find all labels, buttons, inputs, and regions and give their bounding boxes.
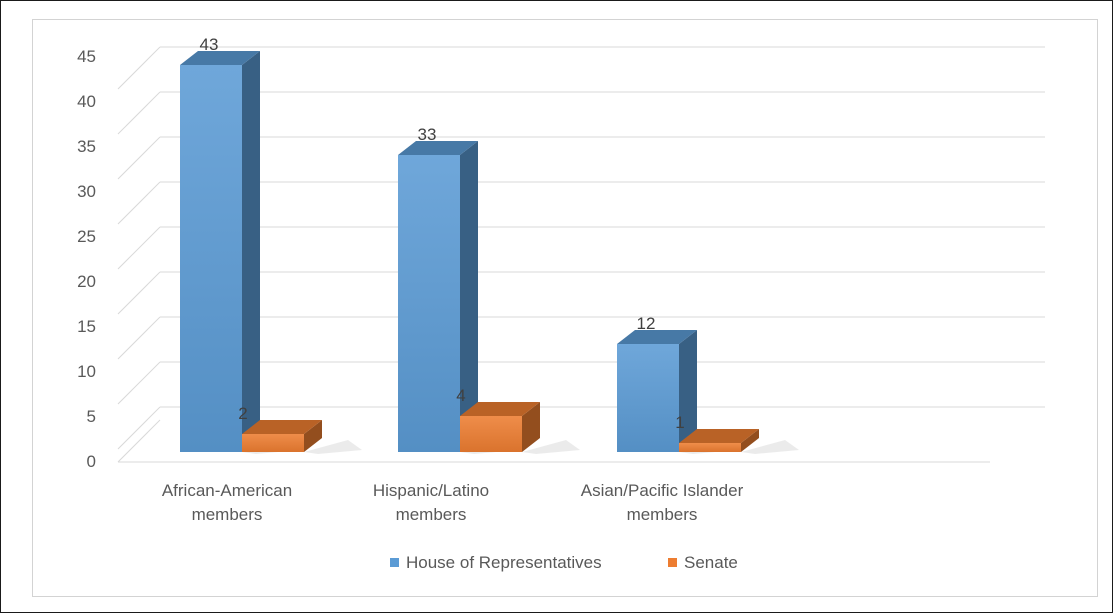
y-tick-label: 0 [87,452,96,471]
bar-front [180,65,242,452]
gridline-diagonal [117,316,161,360]
gridline-diagonal [117,181,161,225]
bar-shadow [522,440,580,454]
category-label: African-American [162,481,292,500]
bar-front [617,344,679,452]
bar-top [180,51,260,65]
bar-side [242,51,260,452]
y-tick-label: 5 [87,407,96,426]
legend-swatch [390,558,399,567]
data-label: 2 [238,404,247,423]
gridline-diagonal [117,136,161,180]
gridline-diagonal [117,226,161,270]
gridline-diagonal [117,361,161,405]
category-label: members [627,505,698,524]
data-label: 12 [637,314,656,333]
y-tick-label: 20 [77,272,96,291]
bar-side [679,330,697,452]
y-tick-label: 10 [77,362,96,381]
y-tick-label: 35 [77,137,96,156]
category-label: Asian/Pacific Islander [581,481,744,500]
bar-top [617,330,697,344]
bar-top [679,429,759,443]
bar-side [304,420,322,452]
bar-side [460,141,478,452]
gridline-diagonal [117,406,161,450]
bar-side [522,402,540,452]
legend-label: Senate [684,553,738,572]
bar-top [460,402,540,416]
bar-side [741,429,759,452]
gridline-diagonal [117,271,161,315]
y-tick-label: 30 [77,182,96,201]
floor-diagonal [117,419,161,463]
bar-front [398,155,460,452]
data-label: 33 [418,125,437,144]
data-label: 43 [200,35,219,54]
y-tick-label: 25 [77,227,96,246]
data-label: 1 [675,413,684,432]
y-tick-label: 40 [77,92,96,111]
legend-swatch [668,558,677,567]
category-label: members [192,505,263,524]
bar-top [242,420,322,434]
y-tick-label: 45 [77,47,96,66]
y-tick-label: 15 [77,317,96,336]
bar-top [398,141,478,155]
gridline-diagonal [117,46,161,90]
gridline-diagonal [117,91,161,135]
bar-shadow [304,440,362,454]
bar-front [679,443,741,452]
category-label: Hispanic/Latino [373,481,489,500]
category-label: members [396,505,467,524]
bar-front [460,416,522,452]
bar-front [242,434,304,452]
data-label: 4 [456,386,465,405]
legend-label: House of Representatives [406,553,602,572]
bar-shadow [741,440,799,454]
